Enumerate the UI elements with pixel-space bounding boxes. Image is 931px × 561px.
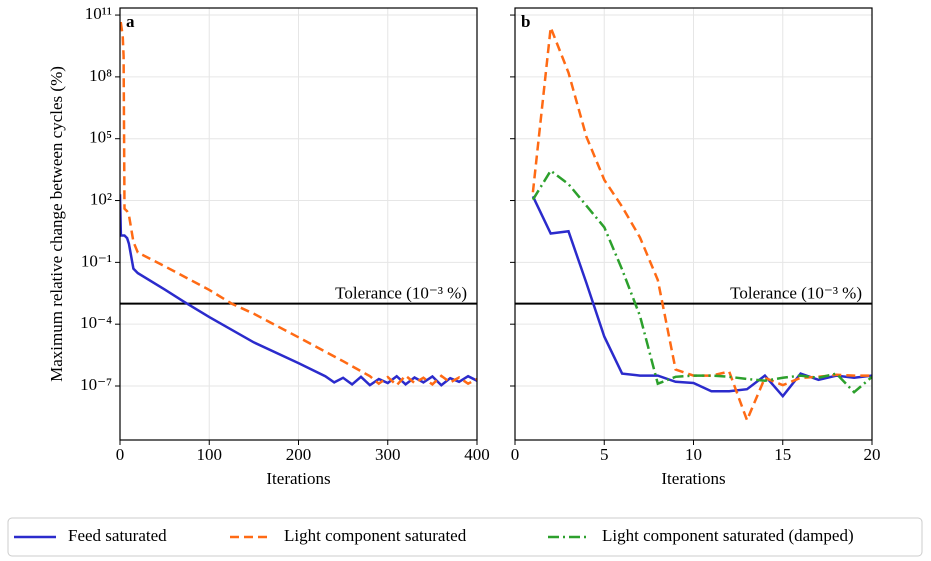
panel-label: b [521, 12, 530, 31]
x-axis-label: Iterations [266, 469, 330, 488]
x-tick-label: 15 [774, 445, 791, 464]
data-line [531, 195, 872, 399]
data-line [120, 194, 477, 387]
y-tick-label: 10² [90, 189, 112, 208]
tolerance-label: Tolerance (10⁻³ %) [335, 283, 467, 302]
y-tick-label: 10⁻⁷ [80, 375, 112, 394]
legend-label: Light component saturated (damped) [602, 526, 854, 545]
x-tick-label: 200 [286, 445, 312, 464]
panel-label: a [126, 12, 135, 31]
x-tick-label: 10 [685, 445, 702, 464]
y-tick-label: 10⁸ [89, 66, 112, 85]
data-line [120, 22, 477, 387]
legend-label: Feed saturated [68, 526, 167, 545]
x-tick-label: 20 [864, 445, 881, 464]
data-line [531, 168, 872, 394]
x-tick-label: 100 [197, 445, 223, 464]
y-tick-label: 10¹¹ [85, 4, 112, 23]
x-axis-label: Iterations [661, 469, 725, 488]
legend-label: Light component saturated [284, 526, 467, 545]
y-tick-label: 10⁻¹ [81, 251, 112, 270]
x-tick-label: 300 [375, 445, 401, 464]
x-tick-label: 0 [116, 445, 125, 464]
y-axis-label: Maximum relative change between cycles (… [47, 66, 66, 382]
data-line [531, 27, 872, 424]
x-tick-label: 400 [464, 445, 490, 464]
legend-box [7, 517, 923, 557]
tolerance-label: Tolerance (10⁻³ %) [730, 283, 862, 302]
plot-frame [514, 7, 873, 441]
x-tick-label: 0 [511, 445, 520, 464]
x-tick-label: 5 [600, 445, 609, 464]
y-tick-label: 10⁻⁴ [80, 313, 112, 332]
y-tick-label: 10⁵ [89, 128, 112, 147]
plot-frame [119, 7, 478, 441]
